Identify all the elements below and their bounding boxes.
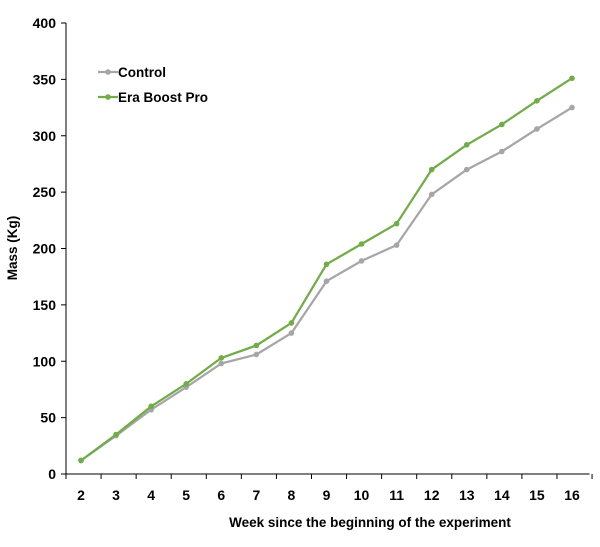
x-tick-label: 10 [354, 487, 370, 503]
data-point [78, 457, 84, 464]
legend-label: Era Boost Pro [118, 90, 208, 105]
x-tick-label: 4 [147, 487, 155, 503]
data-point [323, 261, 330, 268]
y-tick-label: 0 [48, 466, 56, 482]
series-line [80, 77, 573, 462]
x-tick-label: 7 [252, 487, 260, 503]
data-point [428, 191, 435, 198]
data-point [569, 104, 575, 111]
data-point [428, 166, 435, 173]
y-tick-label: 150 [33, 297, 57, 313]
data-point [148, 403, 154, 410]
series-line [80, 106, 573, 462]
y-tick-label: 350 [33, 71, 57, 87]
x-tick-label: 8 [288, 487, 296, 503]
data-point [183, 381, 190, 387]
x-tick-label: 9 [323, 487, 331, 503]
x-tick-label: 6 [217, 487, 225, 503]
data-point [393, 242, 400, 248]
y-tick-label: 250 [33, 184, 57, 200]
data-point [323, 278, 330, 284]
legend-item: Control [98, 65, 166, 80]
legend: Control Era Boost Pro [98, 65, 208, 105]
data-point [218, 355, 225, 361]
y-axis-title: Mass (Kg) [5, 216, 20, 281]
legend-item: Era Boost Pro [98, 90, 208, 105]
data-point [463, 141, 470, 148]
y-tick-label: 200 [33, 241, 57, 257]
data-point [499, 121, 505, 128]
data-point [358, 241, 365, 247]
legend-swatch-marker [105, 94, 111, 100]
data-point [393, 220, 400, 227]
x-tick-label: 16 [564, 487, 580, 503]
y-tick-label: 300 [33, 128, 57, 144]
data-point [253, 351, 260, 358]
x-axis-title: Week since the beginning of the experime… [229, 515, 511, 530]
x-tick-label: 13 [459, 487, 475, 503]
y-tick-label: 50 [40, 410, 56, 426]
data-point [499, 148, 505, 155]
x-axis: 2 3 4 5 6 7 8 9 10 11 12 13 14 15 16 [65, 473, 593, 503]
x-tick-label: 3 [112, 487, 120, 503]
data-point [569, 75, 575, 82]
data-point [534, 97, 540, 104]
x-tick-label: 5 [182, 487, 190, 503]
legend-swatch-marker [105, 69, 111, 75]
data-point [113, 431, 119, 438]
legend-label: Control [118, 65, 166, 80]
data-point [218, 360, 225, 367]
x-tick-label: 12 [424, 487, 440, 503]
data-point [463, 166, 470, 173]
y-tick-label: 400 [33, 15, 57, 31]
x-tick-label: 14 [494, 487, 510, 503]
x-tick-label: 2 [77, 487, 85, 503]
x-tick-label: 15 [529, 487, 545, 503]
series-0 [78, 104, 575, 464]
data-point [288, 320, 295, 326]
data-point [534, 126, 540, 132]
y-tick-label: 100 [33, 353, 57, 369]
y-axis: 0 50 100 150 200 250 300 350 400 [33, 15, 67, 482]
series-1 [78, 75, 575, 464]
series-layer [78, 75, 575, 464]
x-tick-label: 11 [389, 487, 404, 503]
data-point [358, 258, 365, 264]
data-point [253, 342, 260, 349]
data-point [288, 330, 295, 336]
